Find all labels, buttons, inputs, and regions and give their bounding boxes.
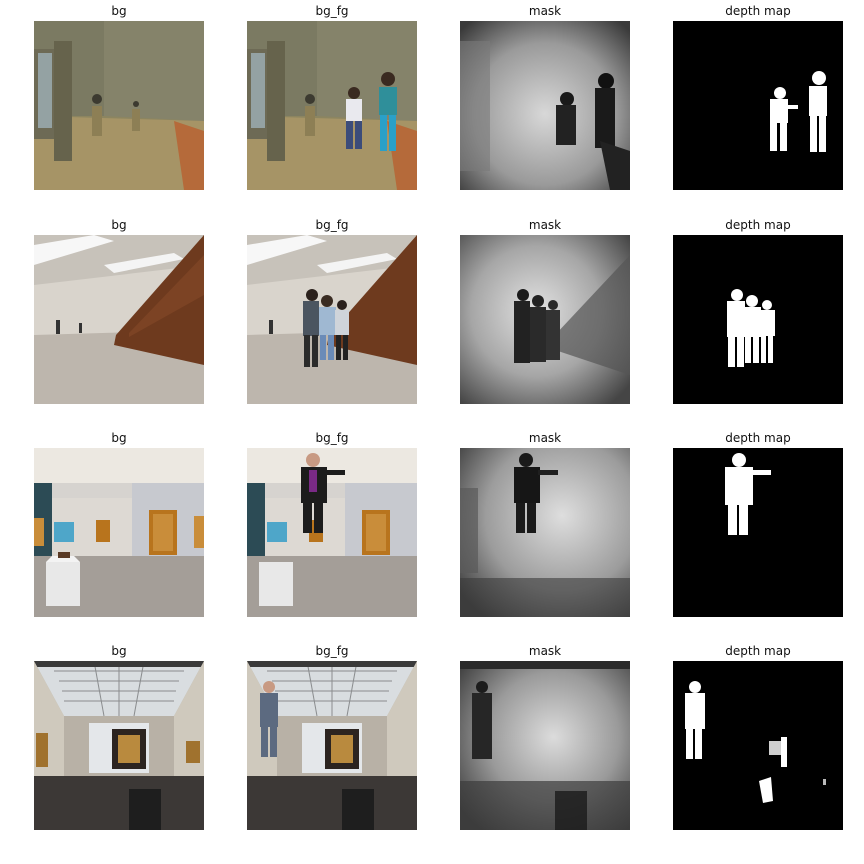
row3-depth-image bbox=[673, 448, 843, 617]
row4-bg-image bbox=[34, 661, 204, 830]
panel-title: bg bbox=[111, 218, 127, 232]
row1-mask-image bbox=[460, 21, 630, 190]
panel-title: bg_fg bbox=[315, 644, 349, 658]
panel-title: bg bbox=[111, 4, 127, 18]
panel-title: mask bbox=[528, 4, 562, 18]
panel-title: bg bbox=[111, 644, 127, 658]
row3-bg-image bbox=[34, 448, 204, 617]
row1-bg-fg-image bbox=[247, 21, 417, 190]
panel-title: bg_fg bbox=[315, 4, 349, 18]
panel-title: bg bbox=[111, 431, 127, 445]
panel-title: depth map bbox=[725, 644, 791, 658]
row4-depth-image bbox=[673, 661, 843, 830]
panel-title: bg_fg bbox=[315, 218, 349, 232]
panel-title: depth map bbox=[725, 218, 791, 232]
row2-depth-image bbox=[673, 235, 843, 404]
row2-mask-image bbox=[460, 235, 630, 404]
panel-title: depth map bbox=[725, 431, 791, 445]
row4-mask-image bbox=[460, 661, 630, 830]
row3-bg-fg-image bbox=[247, 448, 417, 617]
row2-bg-fg-image bbox=[247, 235, 417, 404]
panel-title: mask bbox=[528, 218, 562, 232]
panel-title: depth map bbox=[725, 4, 791, 18]
panel-title: mask bbox=[528, 431, 562, 445]
row3-mask-image bbox=[460, 448, 630, 617]
panel-title: mask bbox=[528, 644, 562, 658]
row2-bg-image bbox=[34, 235, 204, 404]
row1-depth-image bbox=[673, 21, 843, 190]
panel-title: bg_fg bbox=[315, 431, 349, 445]
row4-bg-fg-image bbox=[247, 661, 417, 830]
row1-bg-image bbox=[34, 21, 204, 190]
